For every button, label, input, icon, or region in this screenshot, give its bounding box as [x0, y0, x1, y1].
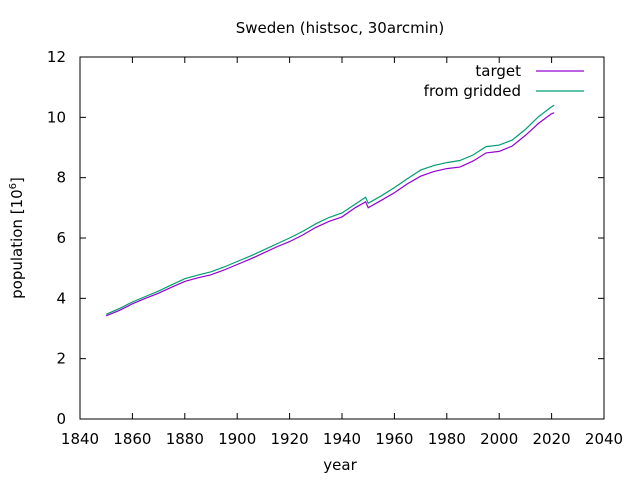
y-tick-label: 10	[47, 108, 66, 126]
series-line-target	[105, 112, 555, 317]
plot-frame	[79, 56, 605, 420]
y-axis-label: population [106]	[8, 177, 26, 299]
x-tick-label: 1840	[61, 430, 99, 448]
x-tick-label: 2000	[480, 430, 518, 448]
x-tick-label: 1980	[428, 430, 466, 448]
x-tick-label: 1860	[113, 430, 151, 448]
x-tick-label: 1880	[166, 430, 204, 448]
x-tick-label: 1920	[271, 430, 309, 448]
y-tick-label: 6	[56, 229, 66, 247]
y-tick-label: 4	[56, 289, 66, 307]
x-tick-label: 1960	[375, 430, 413, 448]
x-axis-label: year	[323, 456, 357, 474]
y-axis-label-exponent: 6	[8, 183, 19, 189]
y-axis-label-close: ]	[8, 177, 26, 183]
x-tick-label: 1940	[323, 430, 361, 448]
series-line-from-gridded	[105, 104, 555, 315]
y-tick-label: 12	[47, 48, 66, 66]
x-tick-label: 2040	[585, 430, 623, 448]
x-tick-label: 2020	[533, 430, 571, 448]
y-tick-label: 2	[56, 350, 66, 368]
legend: target from gridded	[424, 62, 584, 100]
y-tick-label: 0	[56, 410, 66, 428]
y-axis-label-main: population [10	[8, 189, 26, 299]
chart-title: Sweden (histsoc, 30arcmin)	[236, 19, 445, 37]
legend-label: target	[475, 62, 521, 80]
x-tick-label: 1900	[218, 430, 256, 448]
y-tick-label: 8	[56, 169, 66, 187]
legend-label: from gridded	[424, 82, 521, 100]
